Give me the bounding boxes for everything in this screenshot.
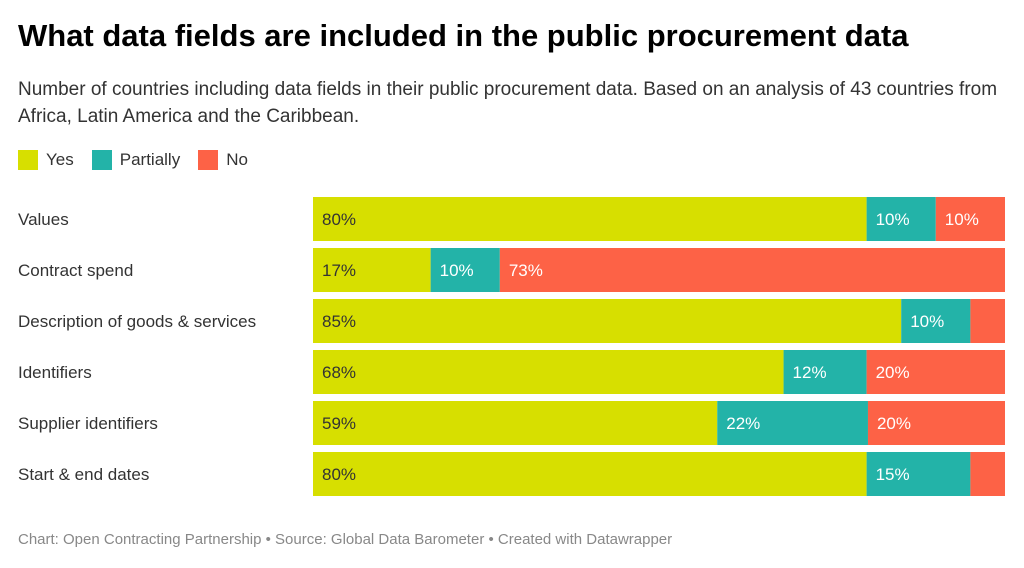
data-label: 12% [793,363,827,382]
data-label: 10% [440,261,474,280]
bar-segment-no [970,452,1005,496]
category-label: Identifiers [18,363,92,382]
legend-swatch-partially [91,150,112,170]
category-label: Contract spend [18,261,133,280]
data-label: 80% [322,465,356,484]
legend-label-no: No [226,150,248,169]
bar-segment-no [935,197,1005,241]
category-label: Values [18,210,69,229]
data-label: 73% [509,261,543,280]
data-label: 80% [322,210,356,229]
bar-segment-no [867,401,1005,445]
category-label: Description of goods & services [18,312,256,331]
bar-segment-partially [866,197,936,241]
bar-segment-yes [313,401,718,445]
chart-title: What data fields are included in the pub… [18,18,909,53]
legend-item-yes: Yes [18,150,74,170]
data-label: 22% [726,414,760,433]
data-label: 10% [910,312,944,331]
bar-segment-no [866,350,1005,394]
category-label: Start & end dates [18,465,149,484]
legend-swatch-yes [18,150,38,170]
bar-segment-yes [313,248,431,292]
bar-segment-partially [783,350,867,394]
data-label: 85% [322,312,356,331]
data-label: 20% [877,414,911,433]
category-label: Supplier identifiers [18,414,158,433]
legend-item-no: No [198,150,248,170]
stacked-bar-chart: Values 80% 10% 10% Contract spend 17% 10% 73% De… [18,197,1005,496]
legend-swatch-no [198,150,219,170]
bar-segment-partially [866,452,971,496]
chart-footer: Chart: Open Contracting Partnership • So… [18,531,673,548]
bar-segment-no [499,248,1005,292]
legend: Yes Partially No [18,150,248,170]
bar-segment-partially [430,248,500,292]
data-label: 15% [876,465,910,484]
bar-segment-yes [313,350,784,394]
legend-item-partially: Partially [91,150,181,170]
legend-label-yes: Yes [46,150,74,169]
legend-label-partially: Partially [119,150,181,169]
bar-segment-partially [901,299,971,343]
data-label: 17% [322,261,356,280]
data-label: 10% [876,210,910,229]
bar-segment-yes [313,299,902,343]
bar-segment-yes [313,452,867,496]
bar-segment-no [970,299,1005,343]
data-label: 10% [945,210,979,229]
bar-segment-yes [313,197,867,241]
chart-subtitle: Number of countries including data field… [18,79,998,127]
bar-segment-partially [717,401,868,445]
data-label: 20% [876,363,910,382]
data-label: 68% [322,363,356,382]
data-label: 59% [322,414,356,433]
